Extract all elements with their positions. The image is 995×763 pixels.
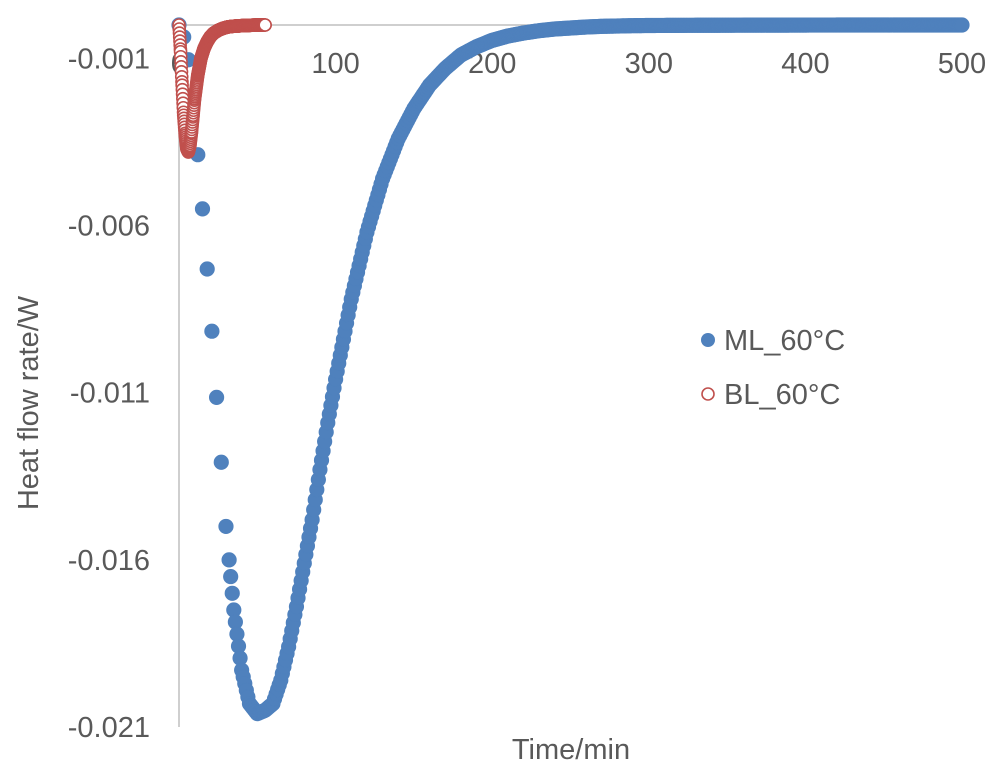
x-tick-label: 300 bbox=[625, 48, 673, 80]
x-tick-label: 400 bbox=[781, 48, 829, 80]
series-ml bbox=[171, 17, 970, 722]
y-tick-label: -0.001 bbox=[68, 43, 150, 75]
legend-marker-bl bbox=[701, 387, 715, 401]
data-point bbox=[221, 552, 237, 568]
legend-item-bl: BL_60°C bbox=[701, 379, 840, 411]
data-point bbox=[224, 585, 240, 601]
data-point bbox=[194, 201, 211, 217]
legend-label-ml: ML_60°C bbox=[724, 325, 845, 357]
y-tick-label: -0.011 bbox=[70, 378, 150, 410]
data-point bbox=[208, 389, 225, 405]
y-tick-label: -0.006 bbox=[68, 211, 150, 243]
series-layer bbox=[171, 17, 970, 722]
y-tick-labels: -0.001 -0.006 -0.011 -0.016 -0.021 bbox=[68, 43, 150, 744]
y-tick-label: -0.021 bbox=[68, 712, 150, 744]
x-axis-title: Time/min bbox=[512, 734, 630, 763]
data-point bbox=[213, 454, 229, 470]
legend-marker-ml bbox=[701, 333, 715, 347]
legend-item-ml: ML_60°C bbox=[701, 325, 845, 357]
series-bl bbox=[172, 18, 272, 159]
data-point bbox=[218, 518, 234, 535]
x-tick-label: 100 bbox=[311, 48, 359, 80]
legend-label-bl: BL_60°C bbox=[724, 379, 840, 411]
x-tick-label: 500 bbox=[938, 48, 986, 80]
y-axis-title: Heat flow rate/W bbox=[13, 295, 45, 510]
data-point bbox=[199, 261, 215, 277]
x-tick-labels: 0100200300400500 bbox=[171, 48, 986, 80]
y-tick-label: -0.016 bbox=[68, 545, 150, 577]
data-point bbox=[258, 18, 272, 32]
data-point bbox=[204, 323, 220, 339]
legend: ML_60°C BL_60°C bbox=[701, 325, 845, 411]
data-point bbox=[223, 568, 239, 585]
data-point bbox=[954, 17, 970, 33]
